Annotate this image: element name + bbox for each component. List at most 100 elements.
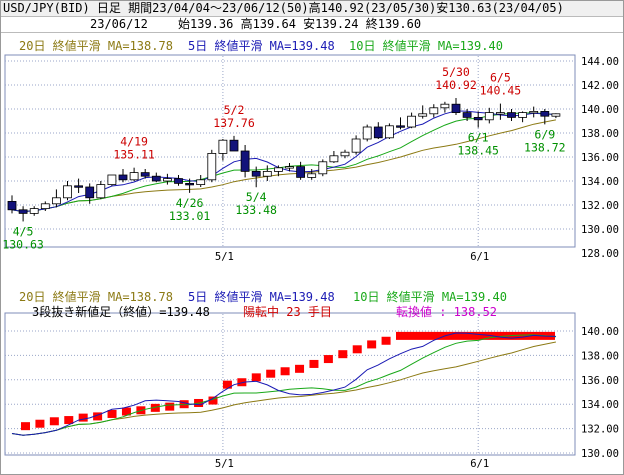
candle-down xyxy=(296,166,306,178)
annotation-value: 137.76 xyxy=(213,116,255,130)
annotation-value: 133.01 xyxy=(169,209,211,223)
candle-up xyxy=(107,174,117,186)
renko-brick xyxy=(121,407,131,416)
annotation-date: 5/4 xyxy=(246,190,267,204)
candle-up xyxy=(218,139,228,154)
candle-up xyxy=(484,112,494,121)
annotation-date: 4/19 xyxy=(120,135,148,149)
candle-down xyxy=(151,175,161,182)
bottom-ma5-line xyxy=(11,332,556,436)
renko-brick xyxy=(295,364,305,373)
candle-down xyxy=(451,103,461,113)
candle-up xyxy=(551,113,561,117)
candle-up xyxy=(96,184,106,199)
candle-up xyxy=(29,208,39,214)
top-x-axis: 5/1 6/1 xyxy=(215,251,489,263)
candle-down xyxy=(229,139,239,152)
candle-down xyxy=(174,178,183,184)
candle-up xyxy=(262,170,272,177)
renko-brick xyxy=(49,417,59,426)
ohlc-values: 始139.36 高139.64 安139.24 終139.60 xyxy=(178,17,422,31)
candle-down xyxy=(251,170,261,177)
candle-down xyxy=(7,200,17,211)
bottom-ma-lines xyxy=(11,332,556,436)
annotation-date: 5/2 xyxy=(224,103,245,117)
annotation-value: 140.45 xyxy=(480,84,522,98)
bottom-y-tick-label: 136.00 xyxy=(581,375,619,387)
candle-down xyxy=(473,117,483,121)
top-y-tick-label: 144.00 xyxy=(581,56,619,68)
annotation-value: 133.48 xyxy=(235,203,277,217)
renko-brick xyxy=(280,367,290,376)
candle-down xyxy=(240,150,250,172)
top-y-tick-label: 130.00 xyxy=(581,224,619,236)
candle-down xyxy=(118,174,128,181)
candle-down xyxy=(185,182,195,186)
candle-up xyxy=(162,178,172,182)
top-x-tick-label: 5/1 xyxy=(215,251,234,263)
candle-up xyxy=(318,161,328,175)
candle-up xyxy=(340,151,350,157)
annotation-date: 5/30 xyxy=(442,65,470,79)
bottom-grid xyxy=(5,314,575,455)
top-y-tick-label: 140.00 xyxy=(581,104,619,116)
candle-up xyxy=(440,103,450,109)
candle-down xyxy=(396,125,405,128)
top-legend-ma5: 5日 終値平滑 MA=139.48 xyxy=(188,38,335,53)
renko-brick xyxy=(21,422,30,431)
candle-up xyxy=(196,179,206,186)
candle-up xyxy=(529,111,539,114)
renko-brick xyxy=(78,413,88,422)
renko-brick xyxy=(266,369,276,378)
annotation-date: 6/9 xyxy=(534,127,555,141)
renko-brick xyxy=(93,412,103,421)
renko-brick xyxy=(35,419,45,428)
annotation-date: 4/5 xyxy=(13,224,34,238)
annotation-value: 138.72 xyxy=(524,140,566,154)
bottom-legend-ma20: 20日 終値平滑 MA=138.78 xyxy=(19,289,173,304)
top-x-tick-label: 6/1 xyxy=(470,251,489,263)
title-bar: USD/JPY(BID) 日足 期間23/04/04～23/06/12(50)高… xyxy=(1,1,623,17)
candle-up xyxy=(329,155,339,163)
candle-up xyxy=(307,173,317,178)
ohlc-date: 23/06/12 xyxy=(90,17,148,31)
top-legend-ma20: 20日 終値平滑 MA=138.78 xyxy=(19,38,173,53)
candles xyxy=(7,97,561,222)
candle-down xyxy=(462,112,472,118)
candle-up xyxy=(40,203,50,210)
bottom-x-axis: 5/1 6/1 xyxy=(215,458,489,470)
top-y-axis: 144.00 142.00 140.00 138.00 136.00 134.00 132.… xyxy=(581,56,619,260)
annotation-date: 6/5 xyxy=(490,71,511,85)
top-y-tick-label: 132.00 xyxy=(581,200,619,212)
candle-up xyxy=(351,138,361,153)
bottom-y-tick-label: 140.00 xyxy=(581,326,619,338)
renko-brick xyxy=(165,402,175,411)
renko-reversal: 転換値 : 138.52 xyxy=(396,304,497,319)
annotation-value: 140.92 xyxy=(435,78,477,92)
candle-down xyxy=(507,112,516,118)
renko-brick xyxy=(352,345,362,354)
candle-up xyxy=(63,185,72,199)
candle-down xyxy=(85,186,95,199)
bottom-ma10-line xyxy=(11,334,556,436)
renko-brick xyxy=(367,340,377,349)
candle-up xyxy=(129,172,139,181)
annotation-date: 4/26 xyxy=(176,196,204,210)
candle-down xyxy=(540,111,550,117)
renko-brick xyxy=(323,355,333,364)
renko-brick xyxy=(150,403,160,412)
candle-up xyxy=(285,166,294,169)
top-y-tick-label: 128.00 xyxy=(581,248,619,260)
candle-up xyxy=(429,107,439,115)
top-y-tick-label: 142.00 xyxy=(581,80,619,92)
annotation-value: 130.63 xyxy=(2,237,44,251)
bottom-legend-ma5: 5日 終値平滑 MA=139.48 xyxy=(188,289,335,304)
candle-up xyxy=(495,112,505,115)
renko-status: 陽転中 23 手目 xyxy=(243,304,332,319)
candle-up xyxy=(407,115,417,128)
candle-up xyxy=(518,112,527,118)
top-plot-frame xyxy=(4,54,576,248)
